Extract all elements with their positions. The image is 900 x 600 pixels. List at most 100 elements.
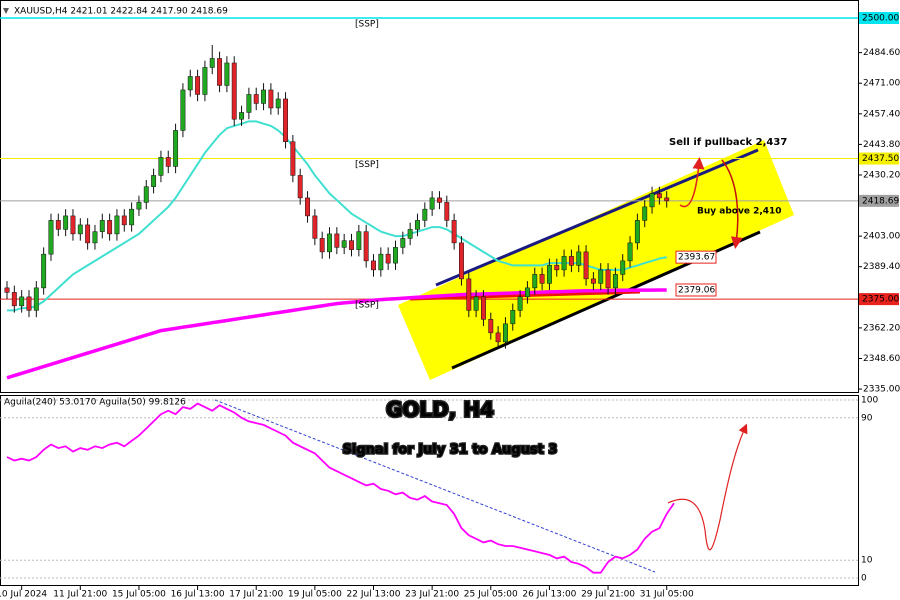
level-tag-label: 2437.50 xyxy=(862,154,899,164)
candle-body xyxy=(246,94,252,113)
candle-body xyxy=(85,224,91,244)
candle-body xyxy=(510,310,516,325)
y-tick-label: 2403.00 xyxy=(863,232,900,242)
candle-body xyxy=(180,89,186,131)
level-tag xyxy=(859,11,899,24)
candle-body xyxy=(627,242,633,262)
indicator-trendline xyxy=(214,399,656,573)
candle-body xyxy=(407,229,413,239)
candle-body xyxy=(55,220,61,230)
level-tag-label: 2500.00 xyxy=(862,13,899,23)
overlay-title: GOLD, H4 xyxy=(386,398,494,422)
candle-body xyxy=(290,141,296,176)
chart-header: XAUUSD,H4 2421.01 2422.84 2417.90 2418.6… xyxy=(14,7,228,17)
x-tick-label: 23 Jul 21:00 xyxy=(405,590,459,600)
candle-body xyxy=(473,296,479,311)
indicator-header: Aguila(240) 53.0170 Aguila(50) 99.8126 xyxy=(4,398,186,408)
candle-body xyxy=(429,197,435,210)
indicator-tick-label: 90 xyxy=(861,413,873,423)
candle-body xyxy=(620,260,626,275)
candle-body xyxy=(239,112,245,120)
candle-body xyxy=(495,332,501,343)
candle-body xyxy=(99,220,105,232)
candle-body xyxy=(283,98,288,142)
y-tick-label: 2362.20 xyxy=(863,323,900,333)
price-tag xyxy=(675,283,717,297)
y-tick-label: 2348.60 xyxy=(863,354,900,364)
x-tick-label: 25 Jul 05:00 xyxy=(464,590,518,600)
x-tick-label: 17 Jul 21:00 xyxy=(229,590,283,600)
price-tag-label: 2393.67 xyxy=(678,253,715,263)
level-name: [SSP] xyxy=(355,160,379,170)
candle-body xyxy=(664,197,670,202)
x-tick-label: 11 Jul 21:00 xyxy=(53,590,107,600)
candle-body xyxy=(217,58,223,86)
level-tag-label: 2418.69 xyxy=(862,196,899,206)
arrows xyxy=(214,157,748,573)
candle-body xyxy=(444,202,450,221)
candle-body xyxy=(11,292,17,307)
y-tick-label: 2335.00 xyxy=(863,385,900,395)
candle-body xyxy=(466,278,472,311)
candle-body xyxy=(385,253,391,264)
candle-body xyxy=(312,215,318,239)
chart-annotation: Sell if pullback 2,437 xyxy=(669,137,787,148)
candle-body xyxy=(349,240,354,250)
candle-body xyxy=(19,296,25,307)
candle-body xyxy=(63,215,69,230)
candle-body xyxy=(151,175,157,187)
candle-body xyxy=(202,67,208,95)
candle-body xyxy=(173,130,179,167)
candle-body xyxy=(195,76,201,95)
candle-body xyxy=(576,251,582,266)
price-panel-frame xyxy=(0,0,859,393)
down-arrow xyxy=(721,159,743,249)
channel-upper xyxy=(435,148,759,287)
candle-body xyxy=(554,265,560,271)
candle-body xyxy=(393,247,398,264)
candle-body xyxy=(488,319,494,334)
candle-body xyxy=(114,215,120,235)
candle-body xyxy=(143,186,149,203)
candle-body xyxy=(121,215,127,226)
candle-body xyxy=(481,296,486,320)
candle-body xyxy=(261,89,267,104)
candle-body xyxy=(532,274,538,289)
overlay-title: Signal for July 31 to August 3 xyxy=(343,443,558,458)
candle-body xyxy=(231,62,237,120)
candle-body xyxy=(77,224,83,235)
x-tick-label: 26 Jul 13:00 xyxy=(522,590,576,600)
candle-body xyxy=(539,274,545,284)
candle-body xyxy=(341,240,347,248)
candle-body xyxy=(4,287,10,293)
level-name: [SSP] xyxy=(355,301,379,311)
x-tick-label: 19 Jul 05:00 xyxy=(288,590,342,600)
candle-body xyxy=(275,98,281,109)
indicator-panel-frame xyxy=(0,395,859,586)
x-tick-label: 22 Jul 13:00 xyxy=(347,590,401,600)
level-tag xyxy=(859,293,899,306)
candle-body xyxy=(546,265,552,284)
candle-body xyxy=(224,62,230,86)
candle-body xyxy=(209,58,215,68)
candle-body xyxy=(334,233,340,248)
indicator-tick-label: 100 xyxy=(861,396,878,406)
moving-average xyxy=(6,288,667,380)
candle-body xyxy=(305,197,310,217)
price-tag-label: 2379.06 xyxy=(678,285,715,295)
x-tick-label: 15 Jul 05:00 xyxy=(112,590,166,600)
y-tick-label: 2484.60 xyxy=(863,48,900,58)
x-tick-label: 16 Jul 13:00 xyxy=(171,590,225,600)
y-tick-label: 2471.00 xyxy=(863,79,900,89)
y-tick-label: 2430.20 xyxy=(863,170,900,180)
candle-body xyxy=(634,220,640,244)
candle-body xyxy=(356,231,362,250)
candle-body xyxy=(92,231,98,244)
level-name: [SSP] xyxy=(355,19,379,29)
candle-body xyxy=(297,175,303,199)
level-tag xyxy=(859,152,899,165)
candle-body xyxy=(568,256,574,266)
chart-annotation: Buy above 2,410 xyxy=(697,207,782,217)
candle-body xyxy=(136,202,142,210)
candle-body xyxy=(524,287,530,298)
